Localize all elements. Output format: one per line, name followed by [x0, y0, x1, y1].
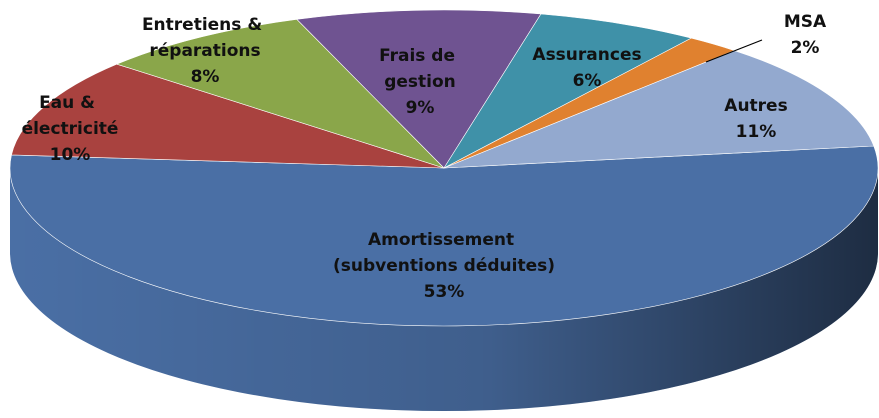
pie-side-shade	[10, 168, 878, 411]
pie-slice	[443, 13, 693, 169]
slice-label: Frais de gestion	[379, 46, 461, 92]
value-label: 6%	[573, 71, 602, 91]
slice-label: Assurances	[532, 45, 641, 65]
value-label: 9%	[406, 98, 435, 118]
slice-label: Amortissement (subventions déduites)	[333, 230, 555, 276]
pie-slice	[443, 50, 875, 169]
slice-label: Eau & électricité	[22, 93, 119, 139]
value-label: 10%	[50, 145, 91, 165]
slice-label: Autres	[724, 96, 787, 116]
value-label: 2%	[791, 38, 820, 58]
value-label: 11%	[736, 122, 777, 142]
pie-slice	[9, 145, 879, 327]
pie-slice	[296, 9, 542, 169]
value-label: 53%	[424, 282, 465, 302]
slice-label: MSA	[784, 12, 827, 32]
pie-slice	[116, 19, 445, 169]
pie-slice	[11, 63, 445, 169]
leader-line	[705, 39, 763, 63]
slice-label: Entretiens & réparations	[142, 15, 268, 61]
value-label: 8%	[191, 67, 220, 87]
